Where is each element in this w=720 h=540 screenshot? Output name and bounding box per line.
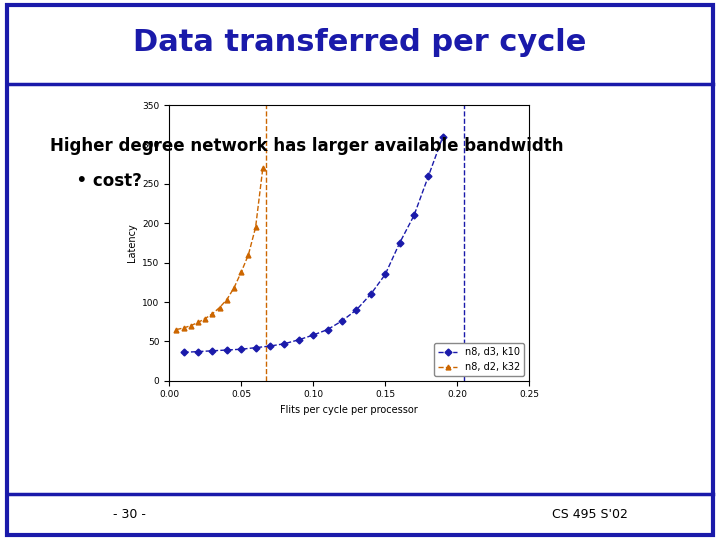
n8, d2, k32 — [194, 319, 202, 326]
n8, d3, k10 — [266, 343, 274, 349]
n8, d3, k10 — [280, 341, 289, 347]
Legend: n8, d3, k10, n8, d2, k32: n8, d3, k10, n8, d2, k32 — [434, 343, 524, 376]
Line: n8, d2, k32: n8, d2, k32 — [174, 166, 265, 332]
n8, d3, k10 — [323, 326, 332, 333]
Line: n8, d3, k10: n8, d3, k10 — [181, 134, 445, 355]
n8, d2, k32 — [230, 285, 238, 291]
n8, d3, k10 — [366, 291, 375, 298]
Y-axis label: Latency: Latency — [127, 224, 137, 262]
n8, d2, k32 — [179, 325, 188, 331]
n8, d3, k10 — [338, 318, 346, 324]
n8, d3, k10 — [251, 345, 260, 351]
n8, d2, k32 — [244, 252, 253, 258]
n8, d3, k10 — [208, 348, 217, 354]
n8, d2, k32 — [186, 322, 195, 329]
X-axis label: Flits per cycle per processor: Flits per cycle per processor — [280, 405, 418, 415]
n8, d3, k10 — [424, 173, 433, 179]
n8, d3, k10 — [352, 307, 361, 313]
Text: - 30 -: - 30 - — [113, 508, 146, 521]
Text: • cost?: • cost? — [65, 172, 142, 190]
n8, d2, k32 — [215, 304, 224, 310]
n8, d2, k32 — [172, 326, 181, 333]
Text: Data transferred per cycle: Data transferred per cycle — [133, 28, 587, 57]
n8, d2, k32 — [237, 269, 246, 275]
n8, d2, k32 — [258, 165, 267, 172]
n8, d2, k32 — [208, 310, 217, 317]
n8, d3, k10 — [179, 349, 188, 356]
n8, d3, k10 — [395, 240, 404, 246]
Text: CS 495 S'02: CS 495 S'02 — [552, 508, 629, 521]
Text: Higher degree network has larger available bandwidth: Higher degree network has larger availab… — [50, 137, 564, 155]
n8, d3, k10 — [194, 348, 202, 355]
n8, d2, k32 — [222, 296, 231, 303]
n8, d2, k32 — [201, 315, 210, 322]
n8, d3, k10 — [410, 212, 418, 219]
n8, d3, k10 — [237, 346, 246, 353]
n8, d3, k10 — [381, 271, 390, 278]
n8, d3, k10 — [438, 133, 447, 140]
n8, d3, k10 — [309, 332, 318, 338]
n8, d2, k32 — [251, 224, 260, 231]
n8, d3, k10 — [294, 336, 303, 343]
n8, d3, k10 — [222, 347, 231, 353]
